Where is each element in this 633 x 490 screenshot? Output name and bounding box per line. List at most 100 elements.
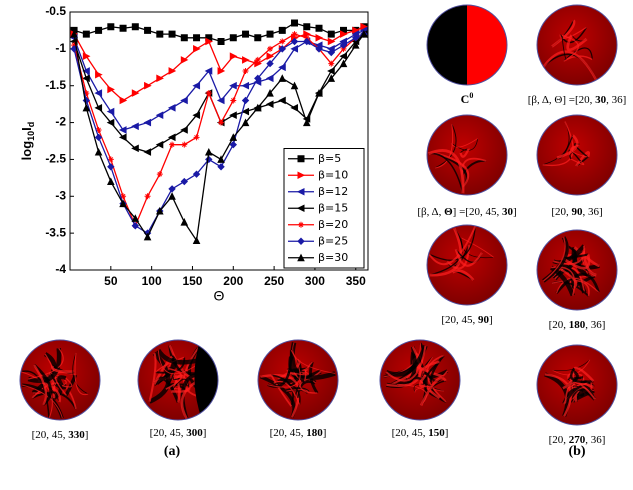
marker [169,31,175,37]
legend-label: β=15 [318,201,348,214]
label-part: [20, [551,206,571,218]
label-part: , 36] [606,94,626,106]
y-tick-label: -2.5 [45,152,66,166]
marker [328,31,334,37]
disk-half [467,5,507,85]
label-part: , 36] [583,206,603,218]
label-part: 30 [595,94,607,106]
legend-label: β=20 [318,218,348,231]
disk-label: [20, 45, 300] [150,427,207,439]
label-part: 30 [502,206,514,218]
marker [194,35,200,41]
y-label-part: log [19,141,34,161]
disk: [20, 45, 180] [258,340,338,439]
label-part: 330 [68,429,85,441]
label-part: C [461,92,470,106]
label-part: [20, 45, [270,427,307,439]
y-tick-label: -3.5 [45,225,66,239]
marker [243,31,249,37]
label-part: ] [489,314,493,326]
x-tick-label: 50 [104,274,118,288]
y-label-part: 10 [26,131,36,141]
label-part: 180 [306,427,323,439]
marker [132,24,138,30]
x-tick-label: 100 [142,274,162,288]
marker [120,25,126,31]
disk-label: [β, Δ, Θ] =[20, 30, 36] [528,94,627,106]
disk: [20, 45, 90] [427,225,507,326]
x-tick-label: 250 [264,274,284,288]
disk: C0 [427,5,507,106]
label-part: [β, Δ, [417,206,444,218]
label-part: , 36] [585,319,605,331]
label-part: 90 [478,314,490,326]
label-part: ] [85,429,89,441]
label-part: 180 [569,319,586,331]
disk-label: [20, 45, 180] [270,427,327,439]
label-part: 300 [186,427,203,439]
marker [230,35,236,41]
disk-label: [20, 45, 90] [441,314,492,326]
marker [108,24,114,30]
y-tick-label: -3 [55,188,66,202]
y-tick-label: -0.5 [45,4,66,18]
label-part: [20, 45, [392,427,429,439]
marker [316,25,322,31]
label-part: 0 [469,91,473,100]
label-part: [20, [549,434,569,446]
label-part: [20, 45, [32,429,69,441]
x-tick-label: 200 [223,274,243,288]
marker [181,35,187,41]
marker [279,27,285,33]
disk: [20, 270, 36] [537,345,617,446]
y-axis-label: log10Id [19,122,36,161]
label-part: [β, Δ, Θ] =[20, [528,94,595,106]
panel-letter: (b) [568,444,585,459]
disk-label: [20, 45, 150] [392,427,449,439]
legend-label: β=12 [318,185,348,198]
disk-label: [β, Δ, Θ] =[20, 45, 30] [417,206,516,218]
x-tick-label: 300 [305,274,325,288]
x-axis-label: Θ [214,288,225,304]
disk: [20, 45, 330] [20,340,100,441]
marker [304,24,310,30]
label-part: 150 [428,427,445,439]
disk-label: C0 [461,91,474,106]
legend-label: β=5 [318,152,341,165]
label-part: ] =[20, 45, [453,206,502,218]
marker [267,31,273,37]
disk-label: [20, 180, 36] [549,319,606,331]
legend-label: β=30 [318,251,348,264]
dark-region [194,340,223,420]
disk-texture [138,340,223,420]
disk: [20, 180, 36] [537,230,617,331]
y-label-part: d [26,122,36,128]
y-tick-label: -2 [55,115,66,129]
marker [255,35,261,41]
label-part: ] [323,427,327,439]
marker [145,27,151,33]
disk: [20, 45, 150] [380,340,460,439]
label-part: ] [203,427,207,439]
disk: [β, Δ, Θ] =[20, 45, 30] [417,115,516,218]
label-part: ] [445,427,449,439]
x-tick-label: 150 [182,274,202,288]
marker [218,38,224,44]
label-part: 90 [572,206,584,218]
panel-letter: (a) [164,444,181,459]
marker [96,27,102,33]
label-part: [20, 45, [150,427,187,439]
disk: [20, 45, 300] [138,340,223,439]
disk: [β, Δ, Θ] =[20, 30, 36] [528,5,627,106]
marker [157,31,163,37]
legend-label: β=25 [318,234,348,247]
y-tick-label: -4 [55,262,66,276]
disk-half [427,5,467,85]
disk-label: [20, 45, 330] [32,429,89,441]
legend-label: β=10 [318,168,348,181]
marker [298,156,304,162]
label-part: [20, [549,319,569,331]
x-tick-label: 350 [346,274,366,288]
